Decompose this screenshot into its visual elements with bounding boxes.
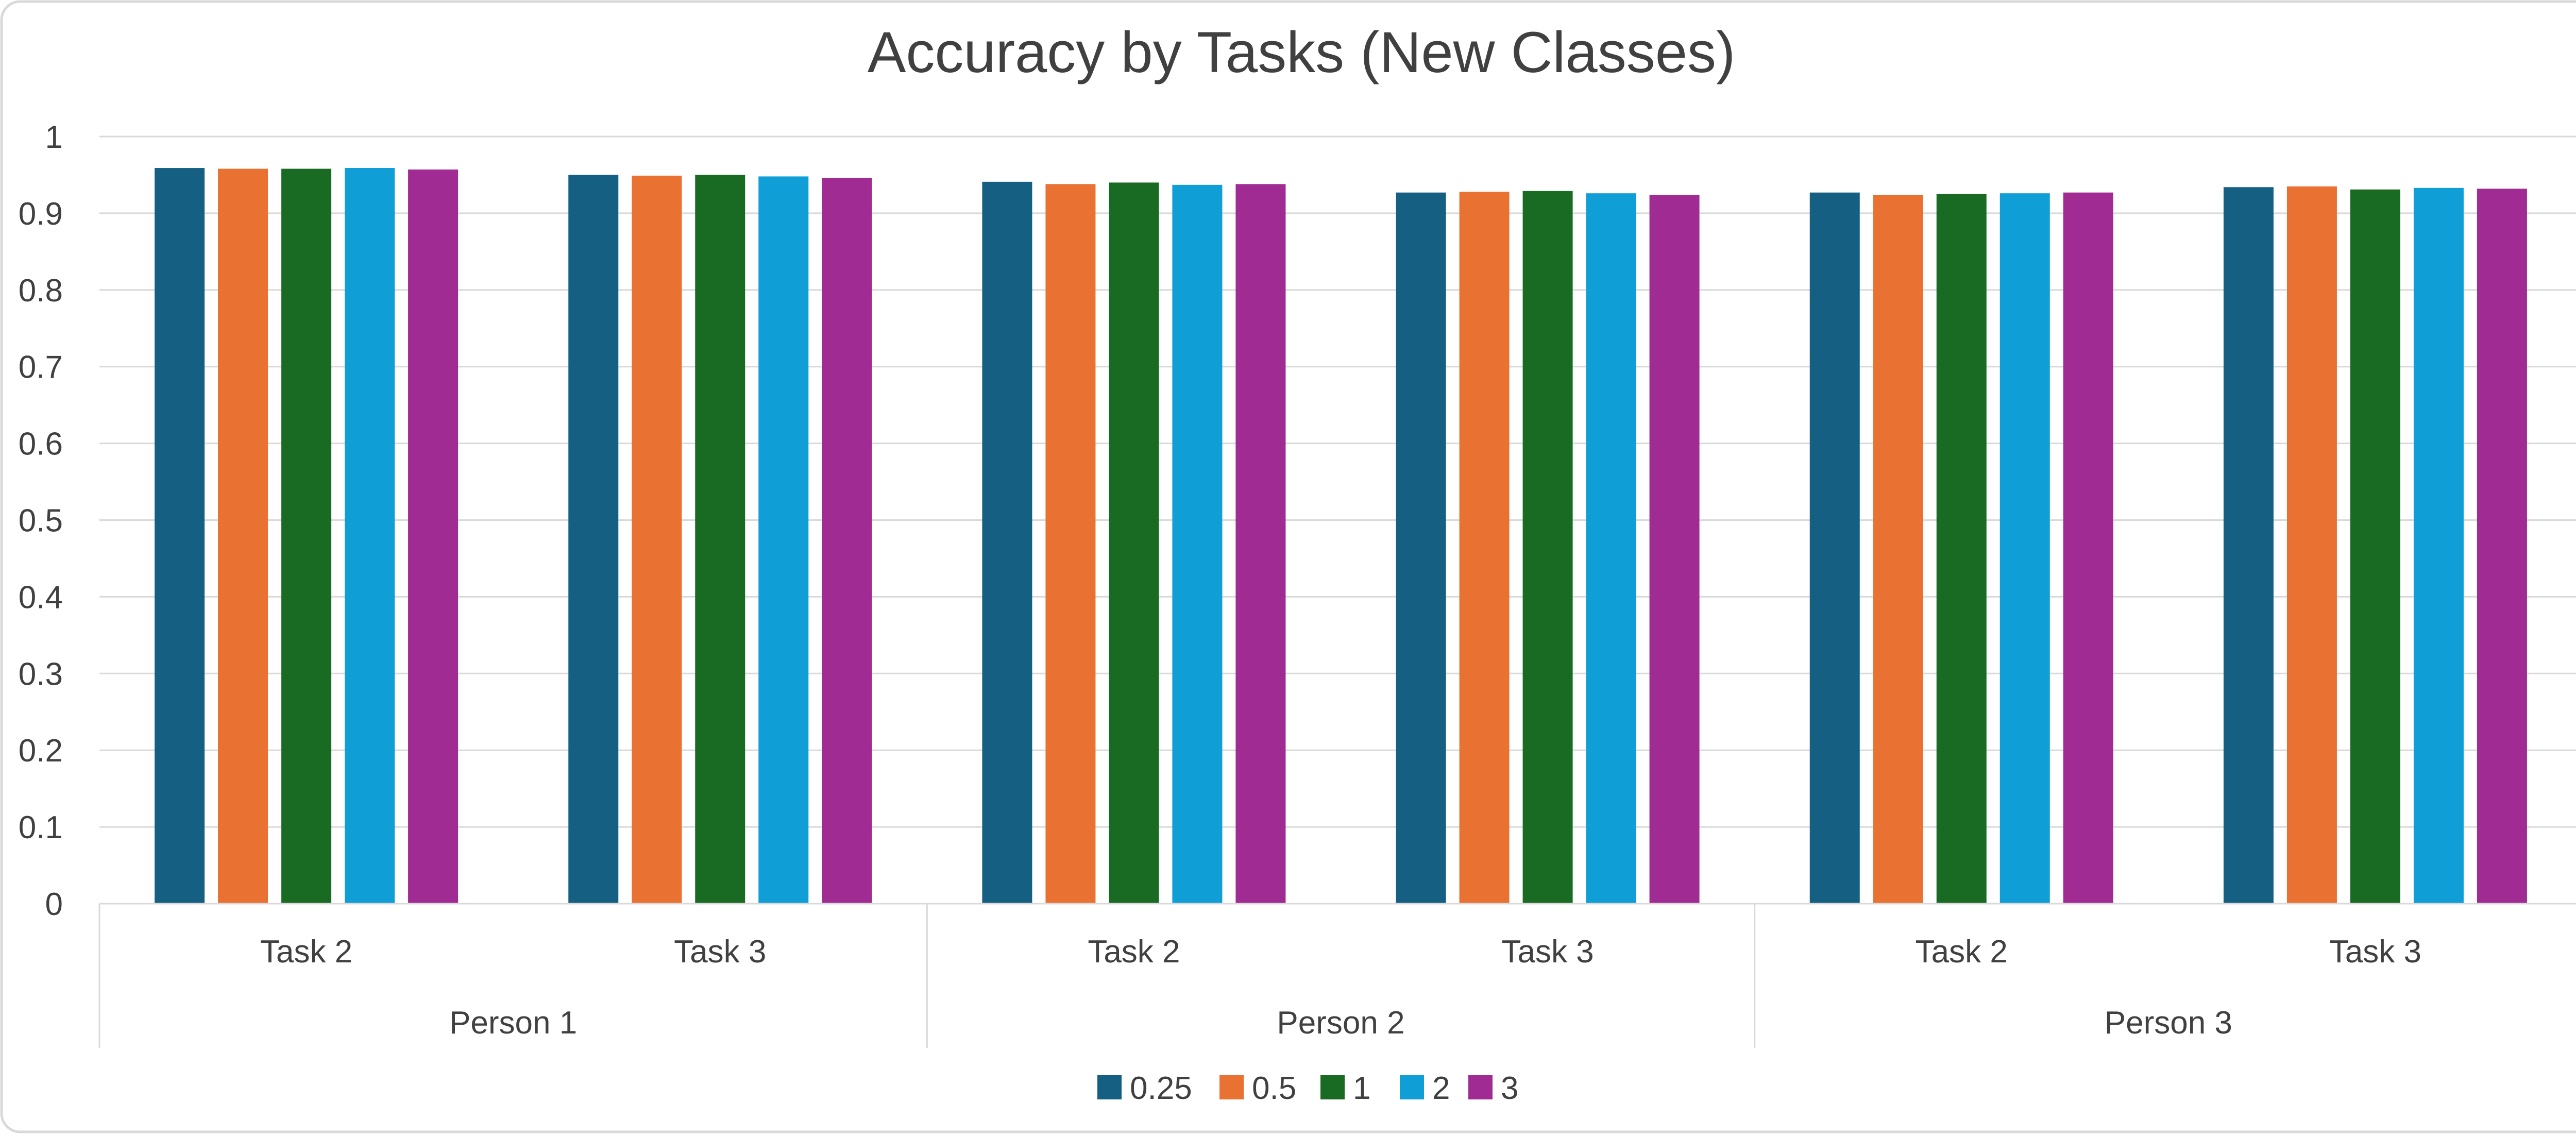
y-tick-label: 0.9 — [19, 196, 63, 232]
bar-2-cat-2 — [758, 176, 809, 904]
bar-3-cat-3 — [1235, 184, 1286, 904]
gridlines — [99, 135, 2576, 905]
bar-3-cat-1 — [408, 169, 459, 904]
y-axis-tick-labels: 0 0.1 0.2 0.3 0.4 0.5 0.6 0.7 0.8 0.9 1 — [19, 120, 63, 922]
bar-1-cat-5 — [1936, 194, 1987, 904]
legend-label: 2 — [1432, 1071, 1450, 1106]
bar-1-cat-6 — [2350, 189, 2400, 904]
bar-0.25-cat-3 — [982, 181, 1032, 904]
legend: 0.25 0.5 1 2 3 — [1097, 1071, 1518, 1106]
y-tick-label: 0.8 — [19, 273, 63, 309]
y-tick-label: 0.5 — [19, 503, 63, 539]
bar-0.25-cat-6 — [2223, 187, 2274, 904]
bar-0.25-cat-2 — [568, 175, 619, 904]
bar-3-cat-4 — [1649, 195, 1700, 904]
bars — [155, 168, 2527, 904]
y-tick-label: 0.4 — [19, 580, 63, 615]
legend-label: 1 — [1353, 1071, 1370, 1106]
bar-1-cat-2 — [695, 175, 745, 904]
x-tick-label: Task 2 — [260, 934, 352, 970]
bar-1-cat-3 — [1109, 182, 1159, 904]
legend-swatch-1 — [1320, 1075, 1345, 1099]
bar-0.25-cat-5 — [1809, 192, 1860, 904]
legend-label: 0.5 — [1252, 1071, 1296, 1106]
y-tick-label: 0.7 — [19, 350, 63, 385]
bar-0.25-cat-4 — [1396, 192, 1446, 904]
x-axis: Task 2 Task 3 Task 2 Task 3 Task 2 Task 3 Pers… — [98, 903, 2576, 1048]
bar-0.5-cat-4 — [1459, 192, 1510, 904]
x-tick-label: Task 2 — [1088, 934, 1180, 970]
y-tick-label: 0.2 — [19, 733, 63, 769]
x-tick-label: Task 3 — [674, 934, 766, 970]
chart-title: Accuracy by Tasks (New Classes) — [868, 20, 1736, 84]
legend-swatch-2 — [1400, 1075, 1424, 1099]
x-group-label: Person 3 — [2105, 1005, 2232, 1041]
bar-1-cat-4 — [1522, 191, 1573, 904]
bar-3-cat-5 — [2063, 192, 2113, 904]
bar-0.5-cat-6 — [2286, 186, 2337, 904]
y-tick-label: 1 — [45, 120, 63, 155]
bar-2-cat-4 — [1586, 193, 1636, 904]
bar-3-cat-6 — [2477, 189, 2527, 904]
y-tick-label: 0.6 — [19, 427, 63, 462]
y-tick-label: 0.3 — [19, 656, 63, 692]
bar-3-cat-2 — [822, 178, 872, 904]
bar-0.5-cat-1 — [218, 168, 268, 904]
legend-label: 0.25 — [1130, 1071, 1192, 1106]
bar-0.5-cat-3 — [1045, 184, 1096, 904]
x-group-label: Person 1 — [449, 1005, 577, 1041]
bar-0.25-cat-1 — [155, 168, 205, 904]
bar-2-cat-5 — [1999, 193, 2050, 904]
y-tick-label: 0.1 — [19, 810, 63, 845]
x-tick-label: Task 3 — [1501, 934, 1594, 970]
x-tick-label: Task 2 — [1916, 934, 2008, 970]
bar-0.5-cat-5 — [1873, 195, 1923, 904]
x-group-label: Person 2 — [1277, 1005, 1404, 1041]
legend-swatch-0.25 — [1097, 1075, 1122, 1099]
x-tick-label: Task 3 — [2329, 934, 2421, 970]
bar-2-cat-3 — [1172, 184, 1223, 904]
bar-2-cat-6 — [2413, 188, 2464, 904]
bar-2-cat-1 — [345, 168, 395, 904]
y-tick-label: 0 — [45, 887, 63, 922]
legend-label: 3 — [1501, 1071, 1518, 1106]
bar-1-cat-1 — [281, 168, 332, 904]
legend-swatch-0.5 — [1219, 1075, 1244, 1099]
bar-0.5-cat-2 — [632, 175, 682, 904]
legend-swatch-3 — [1468, 1075, 1493, 1099]
